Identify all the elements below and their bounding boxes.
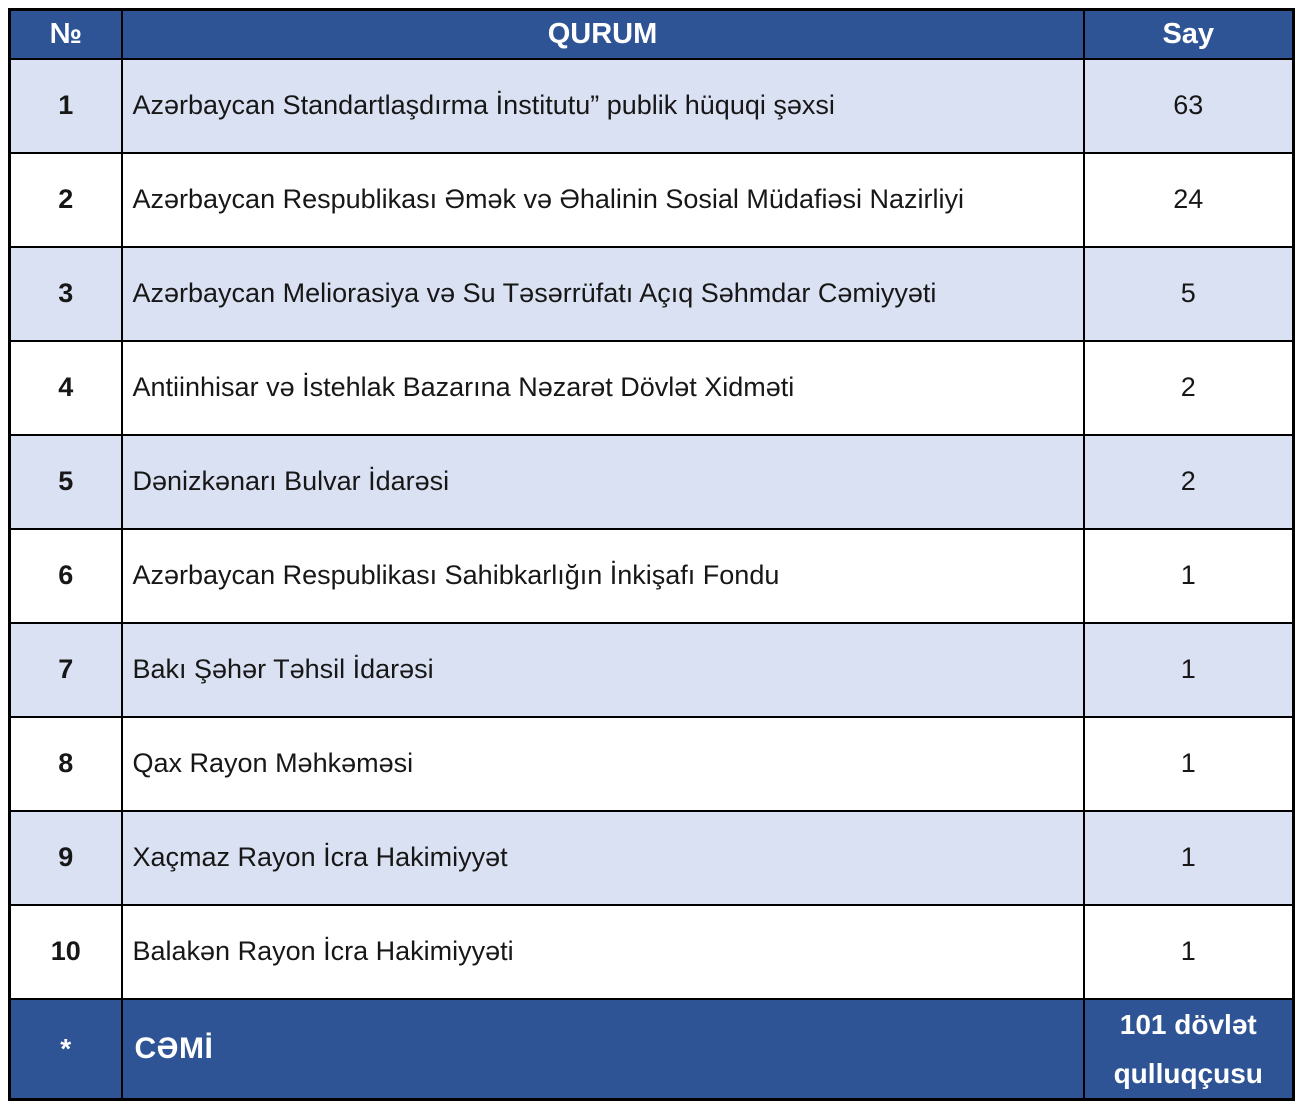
say-cell: 1 bbox=[1082, 715, 1295, 812]
say-cell: 24 bbox=[1082, 151, 1295, 248]
table-row: 6 Azərbaycan Respublikası Sahibkarlığın İ… bbox=[8, 527, 1295, 624]
table-header-row: № QURUM Say bbox=[8, 8, 1295, 60]
qurum-cell: Azərbaycan Meliorasiya və Su Təsərrüfatı… bbox=[120, 245, 1085, 342]
header-cell-say: Say bbox=[1082, 8, 1295, 60]
row-number-cell: 1 bbox=[8, 57, 123, 154]
qurum-cell: Antiinhisar və İstehlak Bazarına Nəzarət… bbox=[120, 339, 1085, 436]
institutions-table: № QURUM Say 1 Azərbaycan Standartlaşdırma… bbox=[8, 8, 1295, 1101]
row-number-cell: 9 bbox=[8, 809, 123, 906]
say-cell: 1 bbox=[1082, 527, 1295, 624]
table-row: 2 Azərbaycan Respublikası Əmək və Əhalini… bbox=[8, 151, 1295, 248]
say-cell: 1 bbox=[1082, 621, 1295, 718]
total-count: 101 dövlət qulluqçusu bbox=[1082, 997, 1295, 1100]
total-label: CƏMİ bbox=[120, 997, 1085, 1100]
qurum-cell: Xaçmaz Rayon İcra Hakimiyyət bbox=[120, 809, 1085, 906]
say-cell: 1 bbox=[1082, 809, 1295, 906]
say-cell: 63 bbox=[1082, 57, 1295, 154]
header-cell-qurum: QURUM bbox=[120, 8, 1085, 60]
say-cell: 2 bbox=[1082, 339, 1295, 436]
qurum-cell: Dənizkənarı Bulvar İdarəsi bbox=[120, 433, 1085, 530]
qurum-cell: Bakı Şəhər Təhsil İdarəsi bbox=[120, 621, 1085, 718]
table-row: 3 Azərbaycan Meliorasiya və Su Təsərrüfat… bbox=[8, 245, 1295, 342]
row-number-cell: 3 bbox=[8, 245, 123, 342]
table-row: 8 Qax Rayon Məhkəməsi 1 bbox=[8, 715, 1295, 812]
header-cell-no: № bbox=[8, 8, 123, 60]
table-row: 7 Bakı Şəhər Təhsil İdarəsi 1 bbox=[8, 621, 1295, 718]
table-row: 5 Dənizkənarı Bulvar İdarəsi 2 bbox=[8, 433, 1295, 530]
row-number-cell: 7 bbox=[8, 621, 123, 718]
total-row: * CƏMİ 101 dövlət qulluqçusu bbox=[8, 997, 1295, 1100]
row-number-cell: 8 bbox=[8, 715, 123, 812]
table-row: 1 Azərbaycan Standartlaşdırma İnstitutu” … bbox=[8, 57, 1295, 154]
qurum-cell: Azərbaycan Respublikası Sahibkarlığın İn… bbox=[120, 527, 1085, 624]
qurum-cell: Qax Rayon Məhkəməsi bbox=[120, 715, 1085, 812]
say-cell: 2 bbox=[1082, 433, 1295, 530]
say-cell: 1 bbox=[1082, 903, 1295, 1000]
qurum-cell: Azərbaycan Standartlaşdırma İnstitutu” p… bbox=[120, 57, 1085, 154]
row-number-cell: 2 bbox=[8, 151, 123, 248]
row-number-cell: 5 bbox=[8, 433, 123, 530]
qurum-cell: Balakən Rayon İcra Hakimiyyəti bbox=[120, 903, 1085, 1000]
row-number-cell: 4 bbox=[8, 339, 123, 436]
table-body: 1 Azərbaycan Standartlaşdırma İnstitutu” … bbox=[8, 57, 1295, 1000]
table-row: 9 Xaçmaz Rayon İcra Hakimiyyət 1 bbox=[8, 809, 1295, 906]
qurum-cell: Azərbaycan Respublikası Əmək və Əhalinin… bbox=[120, 151, 1085, 248]
row-number-cell: 10 bbox=[8, 903, 123, 1000]
row-number-cell: 6 bbox=[8, 527, 123, 624]
say-cell: 5 bbox=[1082, 245, 1295, 342]
table-row: 10 Balakən Rayon İcra Hakimiyyəti 1 bbox=[8, 903, 1295, 1000]
table-row: 4 Antiinhisar və İstehlak Bazarına Nəzarə… bbox=[8, 339, 1295, 436]
total-asterisk: * bbox=[8, 997, 123, 1100]
